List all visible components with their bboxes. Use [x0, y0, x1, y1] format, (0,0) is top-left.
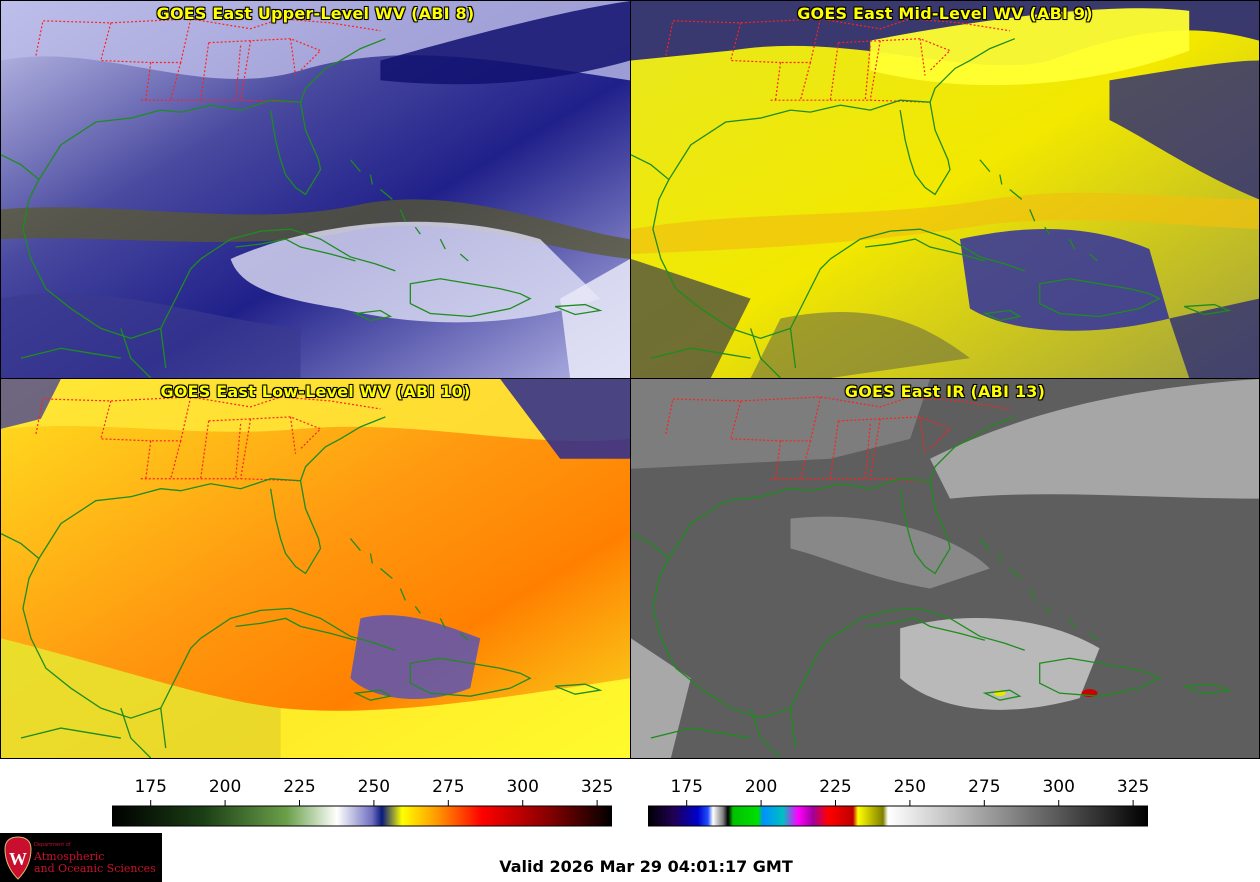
- panel-title: GOES East Low-Level WV (ABI 10): [160, 382, 471, 401]
- logo-department: Department of: [34, 842, 71, 848]
- upper-level-wv-imagery: [1, 1, 630, 378]
- wv-colorbar-tick-label: 300: [506, 777, 538, 797]
- ir-colorbar-gradient: [648, 805, 1148, 827]
- ir-colorbar-tick-label: 200: [745, 777, 777, 797]
- aos-logo: W Department of Atmospheric and Oceanic …: [0, 833, 162, 882]
- panel-low-level-wv: GOES East Low-Level WV (ABI 10): [0, 378, 631, 759]
- mid-level-wv-imagery: [631, 1, 1259, 378]
- wv-colorbar-tick-label: 200: [209, 777, 241, 797]
- wv-colorbar-tick-label: 175: [134, 777, 166, 797]
- valid-time: Valid 2026 Mar 29 04:01:17 GMT: [499, 857, 793, 876]
- panel-title: GOES East Mid-Level WV (ABI 9): [797, 4, 1093, 23]
- ir-colorbar-svg: 175 200 225 250 275 300 325: [648, 777, 1148, 827]
- ir-colorbar: 175 200 225 250 275 300 325: [648, 770, 1148, 828]
- panel-ir: GOES East IR (ABI 13): [630, 378, 1260, 759]
- wv-colorbar: 175 200 225 250 275 300 325: [112, 770, 612, 828]
- wv-colorbar-tick-label: 250: [358, 777, 390, 797]
- wv-colorbar-gradient: [112, 805, 612, 827]
- panel-upper-level-wv: GOES East Upper-Level WV (ABI 8): [0, 0, 631, 379]
- logo-line1: Atmospheric: [34, 850, 105, 863]
- ir-colorbar-tick-label: 325: [1117, 777, 1148, 797]
- wv-colorbar-tick-label: 225: [283, 777, 315, 797]
- panel-title: GOES East IR (ABI 13): [844, 382, 1046, 401]
- ir-imagery: [631, 379, 1259, 758]
- wv-colorbar-tick-label: 325: [581, 777, 612, 797]
- wv-colorbar-tick-label: 275: [432, 777, 464, 797]
- ir-colorbar-tick-label: 275: [968, 777, 1000, 797]
- wv-colorbar-svg: 175 200 225 250 275 300 325: [112, 777, 612, 827]
- ir-colorbar-tick-label: 175: [670, 777, 702, 797]
- panel-title: GOES East Upper-Level WV (ABI 8): [156, 4, 475, 23]
- ir-colorbar-tick-label: 250: [894, 777, 926, 797]
- ir-colorbar-tick-label: 300: [1042, 777, 1074, 797]
- logo-line2: and Oceanic Sciences: [34, 862, 156, 875]
- panel-mid-level-wv: GOES East Mid-Level WV (ABI 9): [630, 0, 1260, 379]
- crest-letter: W: [9, 849, 27, 869]
- low-level-wv-imagery: [1, 379, 630, 758]
- uw-crest-icon: W: [4, 836, 32, 880]
- ir-colorbar-tick-label: 225: [819, 777, 851, 797]
